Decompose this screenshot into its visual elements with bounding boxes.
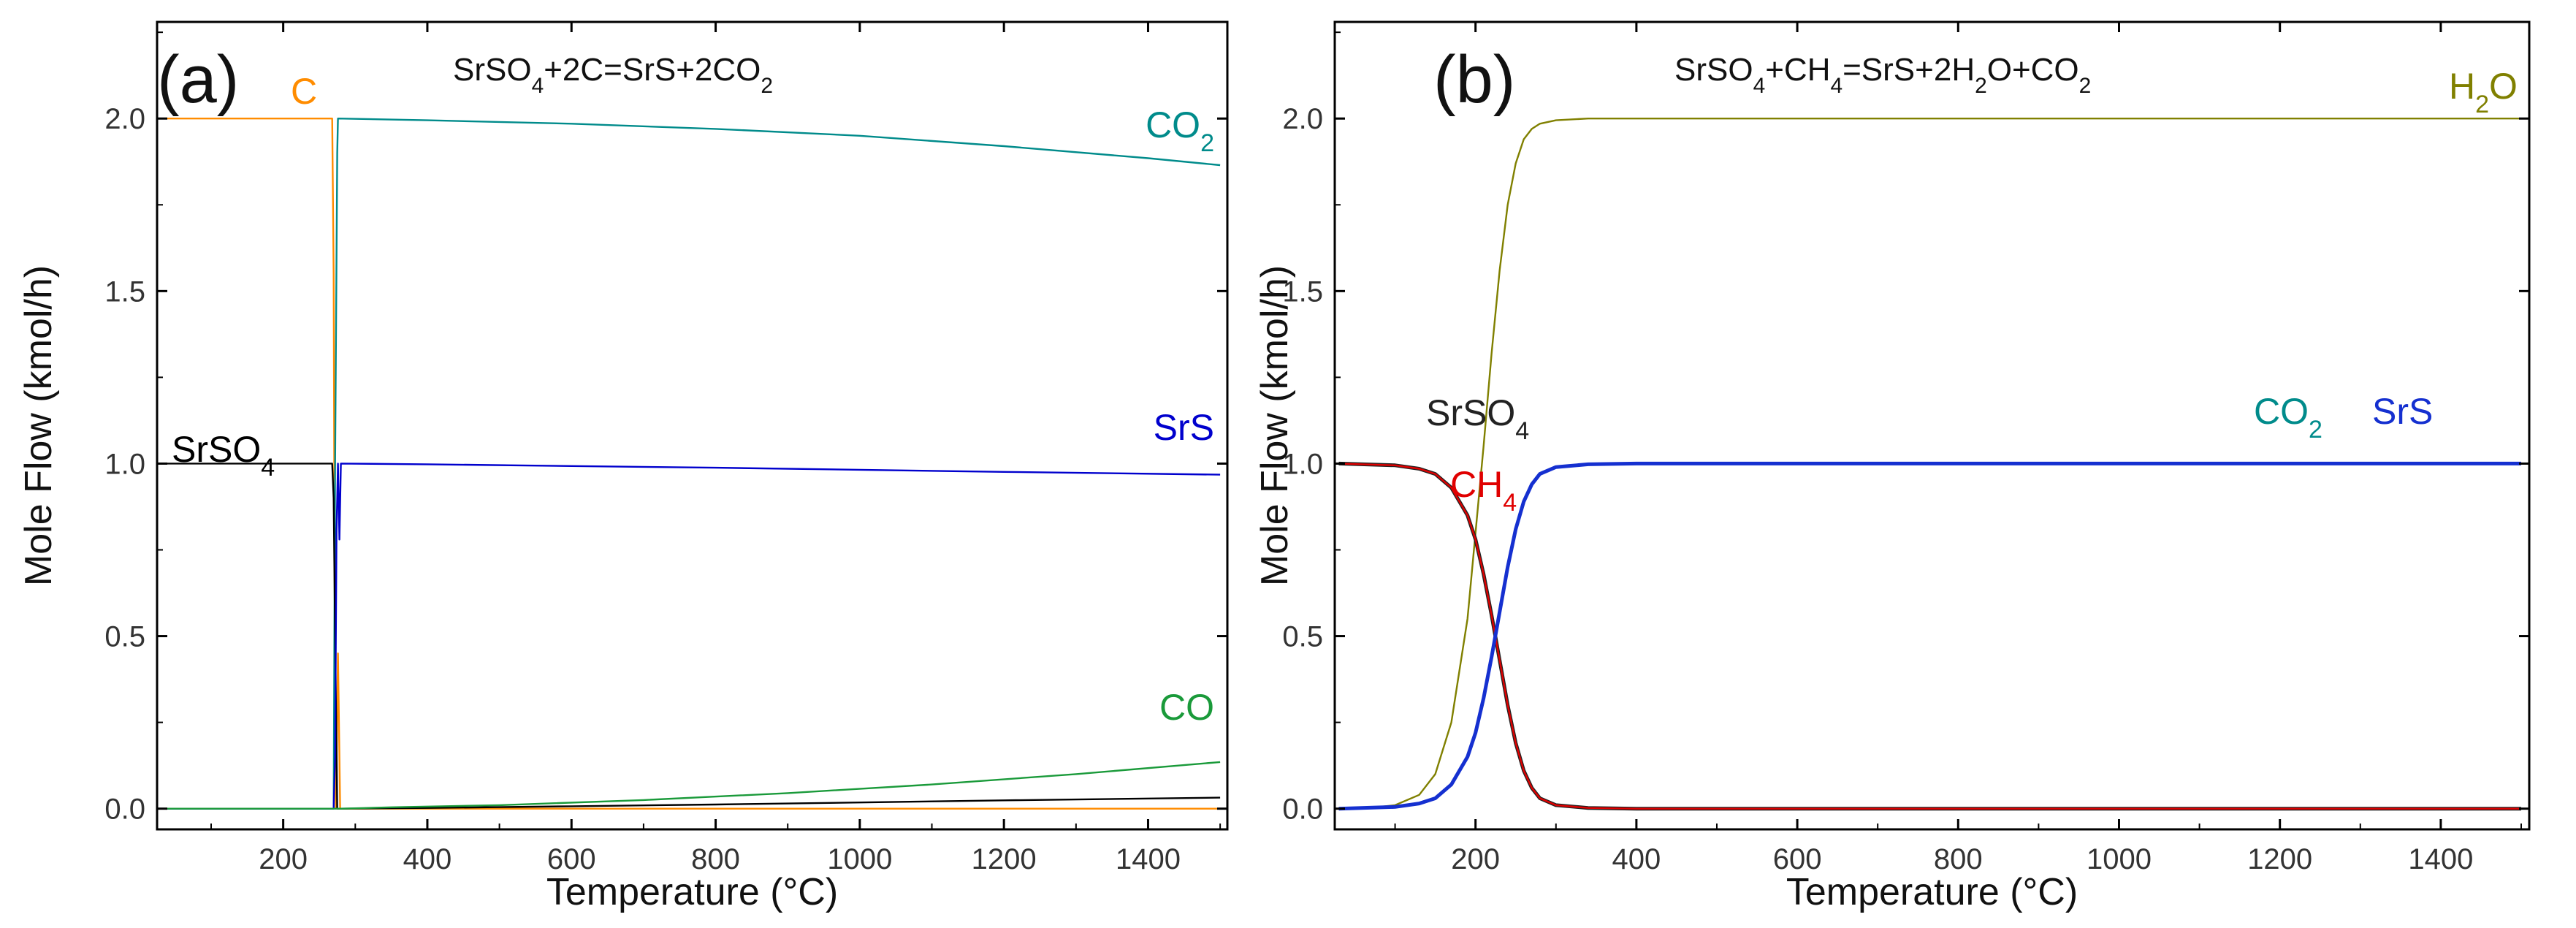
axes-frame [1333, 20, 2531, 831]
x-tick-label: 400 [1612, 843, 1661, 875]
x-tick-label: 1000 [827, 843, 892, 875]
x-tick-label: 600 [547, 843, 596, 875]
y-tick-label: 1.0 [104, 448, 145, 480]
y-tick-label: 2.0 [104, 103, 145, 135]
y-tick-label: 0.5 [1282, 621, 1323, 653]
series-line-co [157, 761, 1221, 810]
y-tick-label: 0.0 [1282, 794, 1323, 826]
series-label-srs: SrS [2372, 391, 2433, 432]
series-line-srs [1338, 461, 2521, 811]
x-tick-label: 200 [1451, 843, 1500, 875]
plot-area [157, 118, 1221, 810]
series-line-ch4 [1338, 463, 2521, 810]
reaction-equation: SrSO4+CH4=SrS+2H2O+CO2 [1674, 52, 2091, 98]
panel-a: 200 400 600 800 1000 1200 1400 0.0 0.5 1.0 1.5 2.0 T… [18, 20, 1229, 913]
y-tick-label: 2.0 [1282, 103, 1323, 135]
x-tick-label: 1200 [2247, 843, 2312, 875]
x-tick-label: 1400 [2408, 843, 2473, 875]
x-tick-label: 200 [259, 843, 308, 875]
axes-frame [156, 20, 1229, 831]
series-label-srs: SrS [1154, 407, 1214, 448]
y-tick-label: 0.0 [104, 794, 145, 826]
y-axis-title: Mole Flow (kmol/h) [1254, 265, 1296, 586]
panel-label: (a) [157, 42, 239, 117]
series-label-srso4: SrSO4 [172, 429, 275, 482]
series-label-srso4: SrSO4 [1426, 392, 1529, 445]
x-tick-label: 1000 [2087, 843, 2152, 875]
x-tick-label: 800 [691, 843, 740, 875]
reaction-equation: SrSO4+2C=SrS+2CO2 [453, 52, 773, 98]
series-line-srs [157, 463, 1221, 810]
series-line-srso4 [157, 463, 1221, 810]
series-label-co2: CO2 [2254, 391, 2322, 444]
series-line-co2 [157, 118, 1221, 810]
series-label-h2o: H2O [2449, 66, 2518, 118]
series-line-c [157, 118, 1221, 810]
x-axis-title: Temperature (°C) [1786, 871, 2078, 913]
x-axis-title: Temperature (°C) [546, 871, 838, 913]
panel-label: (b) [1433, 42, 1515, 117]
plot-area [1338, 118, 2521, 811]
series-label-ch4: CH4 [1450, 464, 1517, 517]
series-line-h2o [1338, 118, 2521, 810]
y-tick-label: 1.5 [1282, 275, 1323, 308]
x-tick-label: 1200 [972, 843, 1037, 875]
y-tick-label: 1.0 [1282, 448, 1323, 480]
x-tick-label: 800 [1934, 843, 1983, 875]
series-label-co: CO [1159, 687, 1214, 728]
x-tick-label: 600 [1773, 843, 1822, 875]
y-tick-label: 0.5 [104, 621, 145, 653]
panel-b: 200 400 600 800 1000 1200 1400 0.0 0.5 1.0 1.5 2.0 T… [1254, 20, 2531, 913]
x-tick-label: 400 [403, 843, 452, 875]
y-tick-label: 1.5 [104, 275, 145, 308]
series-label-c: C [291, 71, 317, 112]
x-tick-label: 1400 [1116, 843, 1181, 875]
y-axis-title: Mole Flow (kmol/h) [18, 265, 60, 586]
series-label-co2: CO2 [1146, 104, 1214, 157]
